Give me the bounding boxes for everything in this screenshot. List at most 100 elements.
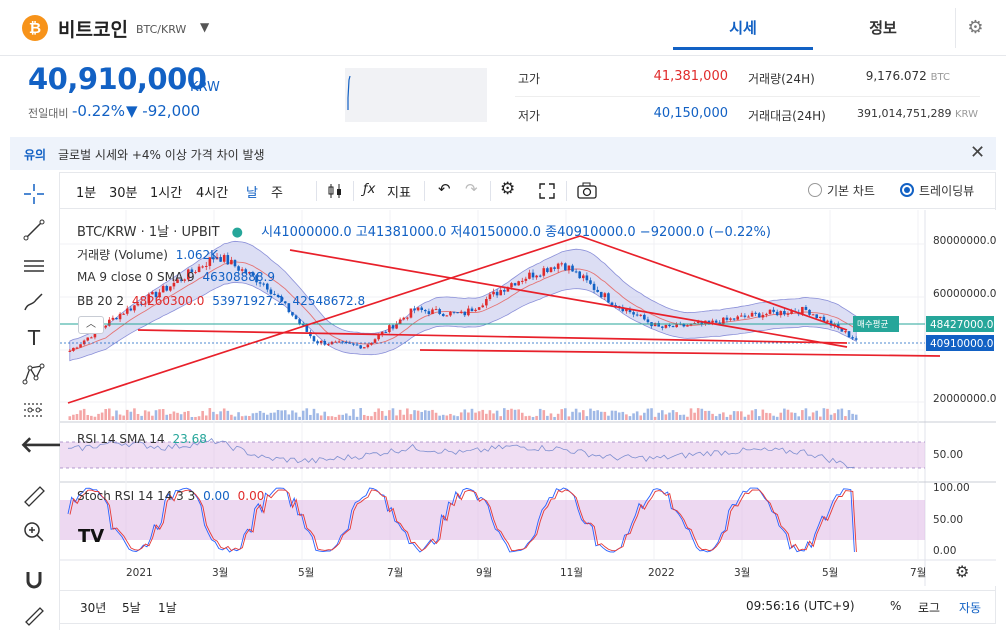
volume-bar bbox=[463, 409, 467, 420]
volume-bar bbox=[226, 410, 230, 420]
candle-body bbox=[621, 307, 625, 312]
undo-icon[interactable]: ↶ bbox=[438, 180, 451, 198]
candle-body bbox=[266, 283, 269, 290]
zoom-in-icon[interactable] bbox=[20, 518, 48, 546]
ruler-icon[interactable] bbox=[20, 482, 48, 510]
volume-bar bbox=[643, 412, 646, 420]
candle-body bbox=[79, 344, 82, 348]
close-icon[interactable]: ✕ bbox=[970, 142, 986, 163]
legend-collapse-chevron-icon[interactable]: ︿ bbox=[78, 316, 104, 334]
high-value: 41,381,000 bbox=[653, 69, 728, 84]
volume-bar bbox=[790, 412, 793, 420]
volume-bar bbox=[82, 408, 86, 420]
basic-chart-label[interactable]: 기본 차트 bbox=[827, 184, 875, 198]
range-1d[interactable]: 1날 bbox=[158, 601, 177, 615]
tab-quote[interactable]: 시세 bbox=[673, 0, 813, 50]
volume-bar bbox=[143, 410, 147, 420]
volume-bar bbox=[528, 415, 531, 420]
candlesticks bbox=[68, 252, 858, 353]
volume-bar bbox=[549, 413, 553, 420]
interval-week[interactable]: 주 bbox=[271, 186, 283, 201]
candle-body bbox=[384, 331, 388, 333]
volume-bar bbox=[222, 408, 226, 420]
pencil-lock-icon[interactable] bbox=[20, 600, 48, 628]
volume-bar bbox=[513, 409, 517, 420]
candle-body bbox=[786, 313, 790, 315]
range-30y[interactable]: 30년 bbox=[80, 601, 107, 615]
indicators-button[interactable]: 지표 bbox=[387, 186, 411, 201]
prediction-icon[interactable] bbox=[20, 396, 48, 424]
candle-body bbox=[686, 325, 689, 327]
candle-body bbox=[790, 311, 793, 314]
percent-scale-toggle[interactable]: % bbox=[890, 599, 902, 613]
magnet-icon[interactable] bbox=[20, 566, 48, 594]
volume-bar bbox=[373, 411, 377, 420]
candle-body bbox=[772, 309, 775, 312]
candle-body bbox=[237, 266, 240, 271]
volume-bar bbox=[266, 414, 269, 420]
crosshair-icon[interactable] bbox=[20, 180, 48, 208]
volume-bar bbox=[441, 414, 445, 420]
trendline-icon[interactable] bbox=[20, 216, 48, 244]
chart-settings-gear-icon[interactable]: ⚙ bbox=[500, 179, 516, 199]
auto-scale-toggle[interactable]: 자동 bbox=[959, 601, 982, 615]
interval-1h[interactable]: 1시간 bbox=[150, 186, 183, 201]
axis-settings-gear-icon[interactable]: ⚙ bbox=[955, 562, 969, 581]
coin-name[interactable]: 비트코인 bbox=[58, 19, 128, 41]
interval-30m[interactable]: 30분 bbox=[109, 186, 138, 201]
fullscreen-icon[interactable] bbox=[538, 182, 556, 204]
interval-1m[interactable]: 1분 bbox=[76, 186, 97, 201]
candle-body bbox=[72, 347, 75, 351]
volume-bar bbox=[179, 414, 183, 420]
tradingview-label[interactable]: 트레이딩뷰 bbox=[919, 184, 975, 198]
candle-body bbox=[115, 317, 118, 320]
interval-day[interactable]: 날 bbox=[246, 186, 258, 201]
time-axis-tick: 2021 bbox=[126, 567, 153, 579]
coin-pair[interactable]: BTC/KRW bbox=[136, 23, 187, 36]
volume-bar bbox=[811, 412, 815, 420]
interval-4h[interactable]: 4시간 bbox=[196, 186, 229, 201]
volume-bar bbox=[434, 412, 438, 420]
brush-icon[interactable] bbox=[20, 288, 48, 316]
volume-bar bbox=[768, 413, 772, 420]
horizontal-lines-icon[interactable] bbox=[20, 252, 48, 280]
candle-body bbox=[226, 255, 230, 265]
volume-bar bbox=[301, 410, 305, 420]
candle-body bbox=[125, 308, 129, 314]
candle-body bbox=[301, 323, 305, 326]
fx-indicator-icon[interactable]: ƒx bbox=[363, 182, 376, 197]
tab-info[interactable]: 정보 bbox=[869, 19, 897, 37]
basic-chart-radio[interactable] bbox=[808, 183, 822, 197]
back-arrow-icon[interactable]: 🡐 bbox=[20, 433, 79, 458]
volume-bar bbox=[481, 409, 485, 420]
ma-legend: MA 9 close 0 SMA 9 46308888.9 bbox=[77, 270, 275, 284]
redo-icon[interactable]: ↷ bbox=[465, 180, 478, 198]
log-scale-toggle[interactable]: 로그 bbox=[918, 601, 941, 615]
settings-gear-icon[interactable]: ⚙ bbox=[955, 8, 995, 48]
text-tool-icon[interactable]: T bbox=[27, 326, 41, 350]
candle-body bbox=[635, 314, 639, 316]
price-chart[interactable]: 80000000.0 60000000.0 20000000.0 50.00 1… bbox=[60, 210, 996, 586]
volume-bar bbox=[348, 415, 352, 420]
volume-bar bbox=[237, 412, 240, 420]
pattern-icon[interactable] bbox=[20, 360, 48, 388]
candle-body bbox=[434, 309, 438, 311]
volume-bar bbox=[653, 416, 657, 420]
range-5d[interactable]: 5날 bbox=[122, 601, 141, 615]
coin-dropdown-chevron-icon[interactable]: ▼ bbox=[200, 20, 210, 34]
candle-body bbox=[86, 337, 90, 341]
candle-body bbox=[768, 309, 772, 314]
candle-body bbox=[402, 317, 406, 320]
candle-body bbox=[283, 301, 287, 304]
candle-body bbox=[129, 308, 133, 311]
volume-bar bbox=[553, 416, 556, 420]
camera-icon[interactable] bbox=[576, 182, 598, 204]
candle-body bbox=[215, 257, 219, 260]
tradingview-radio[interactable] bbox=[900, 183, 914, 197]
volume-bar bbox=[79, 410, 82, 420]
volume-bar bbox=[492, 413, 495, 420]
volume-bar bbox=[337, 414, 341, 420]
candle-body bbox=[147, 294, 151, 304]
candle-body bbox=[445, 315, 449, 317]
candle-type-icon[interactable] bbox=[326, 182, 344, 204]
